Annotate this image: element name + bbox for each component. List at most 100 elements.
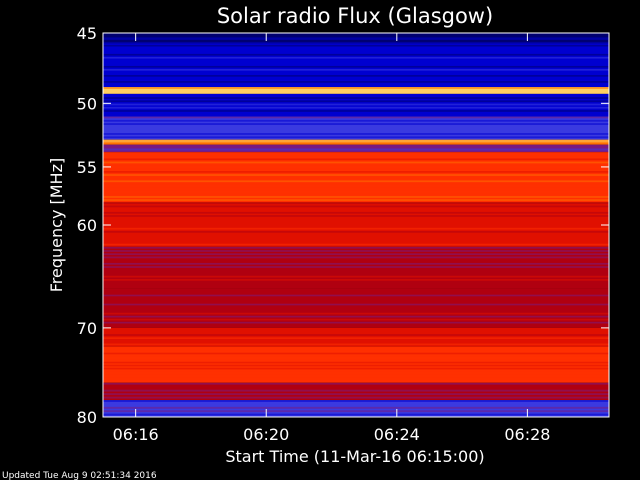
band-texture-line — [103, 59, 609, 62]
band-texture-line — [103, 177, 609, 180]
band-texture-line — [103, 103, 609, 106]
band-texture-line — [103, 87, 609, 89]
band-texture-line — [103, 119, 609, 122]
band-texture-line — [103, 376, 609, 379]
band-texture-line — [103, 218, 609, 221]
band-texture-line — [103, 272, 609, 275]
band-texture-line — [103, 106, 609, 109]
band-texture-line — [103, 230, 609, 233]
band-texture-line — [103, 315, 609, 318]
band-texture-line — [103, 300, 609, 303]
band-texture-line — [103, 41, 609, 44]
band-texture-line — [103, 224, 609, 227]
band-texture-line — [103, 303, 609, 306]
band-texture-line — [103, 246, 609, 249]
band-texture-line — [103, 171, 609, 173]
band-texture-line — [103, 129, 609, 132]
band-texture-line — [103, 113, 609, 116]
band-texture-line — [103, 343, 609, 346]
y-tick-label: 70 — [77, 319, 97, 338]
band-texture-line — [103, 37, 609, 40]
band-texture-line — [103, 50, 609, 53]
band-texture-line — [103, 152, 609, 154]
band-texture-line — [103, 158, 609, 161]
band-texture-line — [103, 211, 609, 214]
band-texture-line — [103, 406, 609, 409]
x-axis-label: Start Time (11-Mar-16 06:15:00) — [225, 447, 484, 466]
band-texture-line — [103, 297, 609, 300]
band-texture-line — [103, 196, 609, 198]
band-texture-line — [103, 215, 609, 217]
updated-timestamp: Updated Tue Aug 9 02:51:34 2016 — [2, 471, 157, 480]
band-texture-line — [103, 183, 609, 186]
plot-area — [103, 33, 609, 417]
band-texture-line — [103, 410, 609, 413]
band-texture-line — [103, 78, 609, 80]
band-texture-line — [103, 186, 609, 189]
band-texture-line — [103, 400, 609, 402]
band-texture-line — [103, 84, 609, 86]
band-texture-line — [103, 396, 609, 399]
band-texture-line — [103, 110, 609, 112]
band-texture-line — [103, 44, 609, 47]
band-texture-line — [103, 278, 609, 281]
band-texture-line — [103, 309, 609, 312]
band-texture-line — [103, 334, 609, 336]
y-tick-label: 60 — [77, 216, 97, 235]
band-texture-line — [103, 243, 609, 246]
band-texture-line — [103, 312, 609, 315]
band-texture-line — [103, 382, 609, 385]
band-texture-line — [103, 136, 609, 139]
band-texture-line — [103, 285, 609, 288]
band-texture-line — [103, 116, 609, 119]
y-tick-label: 50 — [77, 94, 97, 113]
band-texture-line — [103, 352, 609, 355]
band-texture-line — [103, 370, 609, 373]
band-texture-line — [103, 155, 609, 158]
x-tick-label: 06:20 — [243, 425, 289, 444]
band-texture-line — [103, 288, 609, 291]
band-texture-line — [103, 144, 609, 147]
band-texture-line — [103, 100, 609, 103]
axis-ticks: 45 50 55 60 70 80 06:16 06:20 06:24 06:28 — [77, 24, 609, 444]
band-texture-line — [103, 379, 609, 382]
band-texture-line — [103, 269, 609, 272]
x-tick-label: 06:24 — [374, 425, 420, 444]
band-texture-line — [103, 126, 609, 129]
band-texture-line — [103, 33, 609, 36]
band-texture-line — [103, 180, 609, 183]
band-texture-line — [103, 413, 609, 416]
band-texture-line — [103, 139, 609, 143]
band-texture-line — [103, 259, 609, 262]
band-texture-line — [103, 53, 609, 56]
band-texture-line — [103, 327, 609, 330]
x-tick-label: 06:28 — [504, 425, 550, 444]
y-tick-label: 80 — [77, 408, 97, 427]
band-texture-line — [103, 358, 609, 361]
band-texture-line — [103, 256, 609, 259]
band-texture-line — [103, 205, 609, 208]
band-texture-line — [103, 250, 609, 252]
band-texture-line — [103, 324, 609, 327]
band-texture-line — [103, 364, 609, 367]
band-texture-line — [103, 72, 609, 74]
y-tick-label: 55 — [77, 158, 97, 177]
x-tick-label: 06:16 — [113, 425, 159, 444]
band-texture-line — [103, 189, 609, 192]
band-texture-line — [103, 294, 609, 297]
band-texture-line — [103, 386, 609, 389]
band-texture-line — [103, 68, 609, 71]
band-texture-line — [103, 282, 609, 284]
band-texture-line — [103, 266, 609, 268]
band-texture-line — [103, 240, 609, 243]
band-texture-line — [103, 306, 609, 309]
band-texture-line — [103, 361, 609, 364]
band-texture-line — [103, 81, 609, 83]
band-texture-line — [103, 47, 609, 50]
band-texture-line — [103, 93, 609, 96]
band-texture-line — [103, 97, 609, 99]
band-texture-line — [103, 291, 609, 294]
band-texture-line — [103, 148, 609, 151]
frequency-band-0 — [103, 33, 609, 42]
